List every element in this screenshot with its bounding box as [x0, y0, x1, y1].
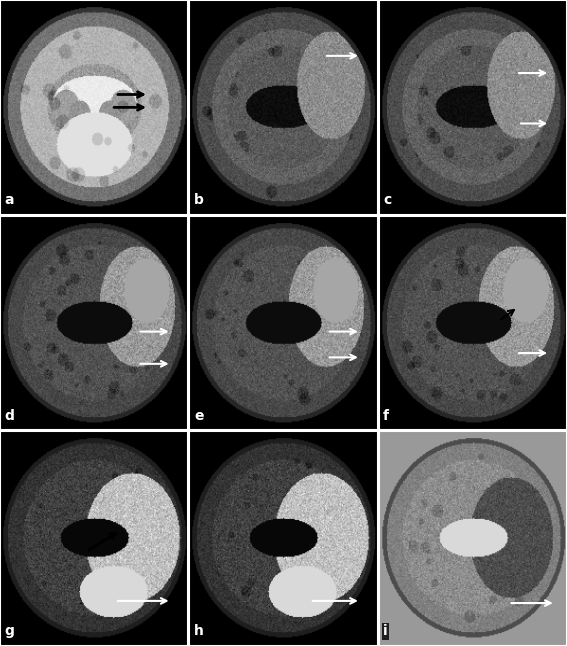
- Text: a: a: [5, 193, 14, 207]
- Text: c: c: [383, 193, 391, 207]
- Text: g: g: [5, 625, 15, 638]
- Text: b: b: [194, 193, 204, 207]
- Text: d: d: [5, 409, 15, 423]
- Text: f: f: [383, 409, 389, 423]
- Text: e: e: [194, 409, 204, 423]
- Text: i: i: [383, 625, 388, 638]
- Text: h: h: [194, 625, 204, 638]
